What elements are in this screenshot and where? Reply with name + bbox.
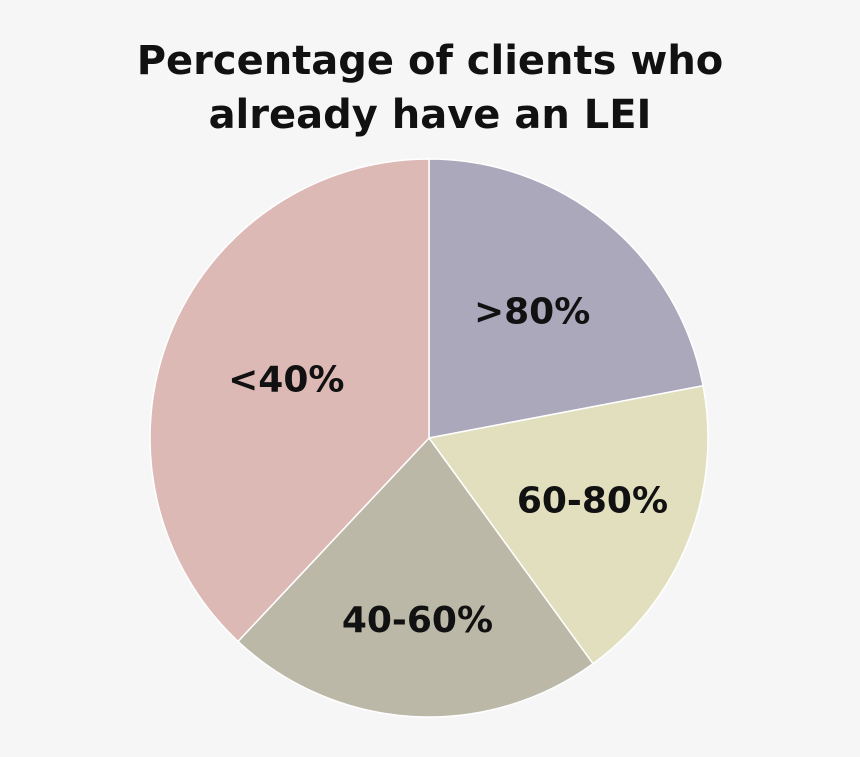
pie-slice-label-1: 60-80% xyxy=(517,481,668,522)
pie-labels: >80% 60-80% 40-60% <40% xyxy=(228,291,668,640)
chart-title: Percentage of clients who already have a… xyxy=(0,34,860,142)
chart-title-line-2: already have an LEI xyxy=(208,92,652,138)
pie-slice-2 xyxy=(236,436,595,718)
pie-slices xyxy=(149,158,709,718)
pie-slice-label-2: 40-60% xyxy=(342,600,493,641)
chart-title-line-1: Percentage of clients who xyxy=(136,38,724,84)
pie-slice-label-0: >80% xyxy=(474,291,590,332)
pie-slice-3 xyxy=(149,158,430,643)
pie-slice-label-3: <40% xyxy=(228,360,344,401)
pie-slice-1 xyxy=(427,384,709,665)
pie-slice-0 xyxy=(428,158,704,439)
